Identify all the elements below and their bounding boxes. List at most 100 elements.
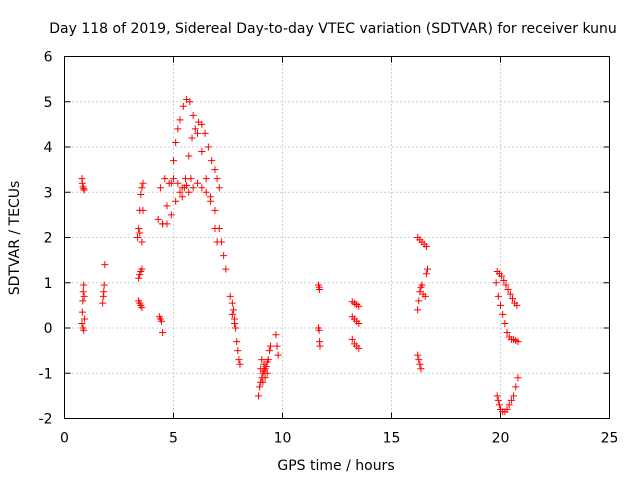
data-point bbox=[201, 129, 209, 137]
data-point bbox=[176, 188, 184, 196]
data-point bbox=[135, 224, 143, 232]
y-tick-labels: -2 -1 0 1 2 3 4 5 6 bbox=[39, 50, 53, 428]
data-point bbox=[80, 186, 88, 194]
data-point bbox=[137, 191, 145, 199]
data-point bbox=[78, 319, 86, 327]
data-point bbox=[493, 392, 501, 400]
data-point bbox=[181, 175, 189, 183]
data-point bbox=[99, 299, 107, 307]
data-point bbox=[202, 175, 210, 183]
data-point bbox=[185, 152, 193, 160]
data-point bbox=[512, 383, 520, 391]
data-point bbox=[136, 229, 144, 237]
y-tick-label: 6 bbox=[44, 50, 53, 66]
data-point bbox=[228, 310, 236, 318]
data-point bbox=[170, 175, 177, 183]
data-point bbox=[81, 315, 89, 323]
data-point bbox=[134, 234, 142, 241]
x-tick-label: 5 bbox=[169, 431, 178, 447]
data-point bbox=[507, 396, 515, 404]
data-point bbox=[80, 281, 88, 289]
y-tick-label: 0 bbox=[44, 321, 53, 337]
data-points bbox=[78, 95, 522, 416]
data-point bbox=[136, 271, 144, 279]
data-point bbox=[156, 184, 164, 192]
data-point bbox=[172, 197, 180, 205]
data-point bbox=[183, 181, 191, 189]
data-point bbox=[198, 148, 206, 156]
data-point bbox=[506, 290, 514, 298]
data-point bbox=[161, 175, 169, 183]
data-point bbox=[226, 292, 234, 300]
data-point bbox=[316, 342, 324, 350]
x-tick-label: 25 bbox=[601, 431, 619, 447]
data-point bbox=[414, 306, 422, 314]
data-point bbox=[355, 302, 363, 310]
data-point bbox=[228, 299, 236, 307]
x-tick-label: 10 bbox=[274, 431, 292, 447]
data-point bbox=[257, 365, 265, 373]
data-point bbox=[513, 301, 521, 309]
data-point bbox=[264, 356, 272, 364]
data-point bbox=[502, 281, 510, 289]
axis-ticks bbox=[64, 56, 610, 419]
y-tick-label: 4 bbox=[44, 140, 53, 156]
x-axis-label: GPS time / hours bbox=[277, 458, 394, 474]
data-point bbox=[261, 374, 269, 382]
data-point bbox=[272, 331, 280, 339]
data-point bbox=[207, 197, 215, 205]
data-point bbox=[418, 281, 426, 289]
data-point bbox=[174, 179, 182, 187]
data-point bbox=[514, 374, 522, 382]
data-point bbox=[495, 401, 503, 409]
data-point bbox=[497, 301, 504, 309]
data-point bbox=[503, 405, 511, 413]
data-point bbox=[416, 360, 424, 368]
chart-title: Day 118 of 2019, Sidereal Day-to-day VTE… bbox=[49, 21, 617, 37]
data-point bbox=[204, 143, 212, 151]
data-point bbox=[499, 310, 507, 318]
data-point bbox=[315, 326, 323, 334]
data-point bbox=[198, 184, 206, 192]
data-point bbox=[80, 326, 88, 334]
data-point bbox=[189, 184, 197, 192]
data-point bbox=[229, 306, 237, 314]
data-point bbox=[138, 304, 146, 312]
data-point bbox=[421, 292, 429, 300]
y-tick-label: -2 bbox=[39, 412, 53, 428]
data-point bbox=[154, 215, 162, 223]
data-point bbox=[233, 338, 241, 346]
y-tick-label: 5 bbox=[44, 95, 53, 111]
data-point bbox=[202, 188, 210, 196]
data-point bbox=[215, 184, 223, 192]
data-point bbox=[138, 238, 146, 246]
data-point bbox=[508, 295, 516, 303]
data-point bbox=[176, 116, 184, 124]
data-point bbox=[220, 252, 228, 260]
data-point bbox=[213, 175, 221, 183]
data-point bbox=[500, 276, 508, 284]
data-point bbox=[211, 224, 219, 232]
data-point bbox=[172, 138, 180, 146]
data-point bbox=[256, 383, 264, 391]
data-point bbox=[415, 297, 423, 305]
data-point bbox=[138, 184, 146, 192]
data-point bbox=[492, 279, 500, 287]
data-point bbox=[193, 129, 201, 137]
data-point bbox=[139, 206, 147, 214]
data-point bbox=[234, 347, 242, 355]
data-point bbox=[273, 342, 281, 350]
x-tick-label: 15 bbox=[383, 431, 401, 447]
data-point bbox=[504, 286, 512, 294]
y-tick-label: 3 bbox=[44, 185, 53, 201]
data-point bbox=[178, 184, 186, 192]
data-point bbox=[185, 188, 193, 196]
data-point bbox=[138, 265, 146, 273]
data-point bbox=[208, 157, 216, 165]
data-point bbox=[498, 272, 506, 280]
data-point bbox=[235, 356, 243, 364]
data-point bbox=[236, 360, 244, 368]
data-point bbox=[213, 238, 221, 246]
data-point bbox=[263, 369, 271, 377]
data-point bbox=[258, 356, 266, 364]
